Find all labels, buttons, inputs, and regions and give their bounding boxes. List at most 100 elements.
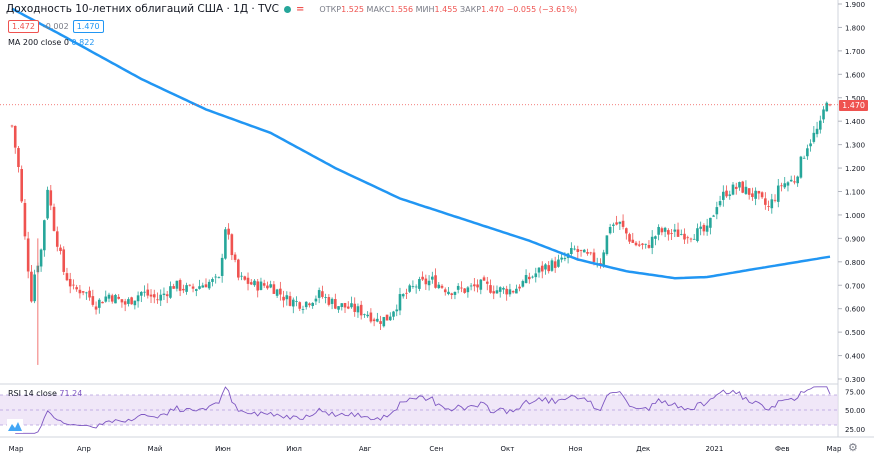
candle-body xyxy=(191,286,195,289)
candle-body xyxy=(405,292,408,294)
candle-body xyxy=(308,303,311,306)
candle-body xyxy=(237,259,240,278)
candle-body xyxy=(528,276,531,280)
candle-body xyxy=(505,288,508,295)
candle-body xyxy=(783,183,787,188)
candle-body xyxy=(728,194,732,196)
tradingview-logo-icon[interactable] xyxy=(7,419,23,433)
candle-body xyxy=(340,303,344,307)
candle-body xyxy=(262,283,266,286)
candle-body xyxy=(10,125,14,127)
candle-body xyxy=(401,294,405,297)
candle-body xyxy=(819,120,822,130)
y-tick-label: 1.900 xyxy=(845,1,865,9)
candle-body xyxy=(582,249,586,253)
candle-body xyxy=(786,182,790,186)
candle-body xyxy=(515,288,518,294)
compare-icon[interactable]: = xyxy=(296,3,305,15)
candle-body xyxy=(469,285,473,287)
settings-gear-icon[interactable]: ⚙ xyxy=(848,441,858,454)
candle-body xyxy=(282,296,285,301)
candle-body xyxy=(17,148,20,168)
candle-body xyxy=(576,249,580,252)
candle-body xyxy=(431,276,434,280)
candle-body xyxy=(85,292,88,294)
y-tick-label: 0.600 xyxy=(845,306,865,314)
candle-body xyxy=(317,290,321,298)
candle-body xyxy=(799,156,803,178)
candle-body xyxy=(204,284,208,288)
symbol-title[interactable]: Доходность 10-летних облигаций США · 1Д … xyxy=(6,3,280,15)
candle-body xyxy=(456,285,460,290)
candle-body xyxy=(741,181,745,193)
candle-body xyxy=(295,301,298,302)
candle-body xyxy=(136,295,140,302)
candle-body xyxy=(647,245,651,248)
candle-body xyxy=(227,228,230,235)
candle-body xyxy=(356,306,360,313)
candle-body xyxy=(686,237,690,239)
rsi-legend-value: 71.24 xyxy=(59,389,83,398)
candle-body xyxy=(172,286,175,289)
candle-body xyxy=(540,265,544,272)
low-label: МИН xyxy=(415,4,435,14)
candle-body xyxy=(789,179,793,182)
candle-body xyxy=(553,261,557,268)
candle-body xyxy=(279,288,282,295)
ohlc-readout: ОТКР1.525 МАКС1.556 МИН1.455 ЗАКР1.470 −… xyxy=(319,5,577,14)
candle-body xyxy=(825,102,829,112)
candle-body xyxy=(55,231,59,247)
candle-body xyxy=(233,254,237,260)
candle-body xyxy=(101,301,104,304)
rsi-tick-label: 75.00 xyxy=(845,388,865,396)
buy-button[interactable]: 1.470 xyxy=(72,20,104,33)
candle-body xyxy=(214,276,217,278)
candle-body xyxy=(550,260,554,271)
candle-body xyxy=(49,190,53,206)
candle-body xyxy=(159,294,163,301)
rsi-legend[interactable]: RSI 14 close 71.24 xyxy=(8,389,82,398)
candle-body xyxy=(388,316,392,321)
y-tick-label: 1.700 xyxy=(845,48,865,56)
market-status-icon xyxy=(284,5,292,13)
candle-body xyxy=(631,239,635,243)
rsi-line xyxy=(15,386,831,434)
candle-body xyxy=(754,190,757,199)
candle-body xyxy=(346,306,350,309)
candle-body xyxy=(692,238,696,240)
candle-body xyxy=(246,277,250,284)
candle-body xyxy=(26,238,30,272)
open-label: ОТКР xyxy=(319,4,342,14)
candle-body xyxy=(757,190,761,194)
candle-body xyxy=(350,303,353,308)
candle-body xyxy=(149,294,153,297)
candle-body xyxy=(418,279,421,289)
y-tick-label: 1.300 xyxy=(845,142,865,150)
ma-legend-value: 0.822 xyxy=(71,38,95,47)
ma-legend[interactable]: MA 200 close 0 0.822 xyxy=(8,38,94,47)
candle-body xyxy=(731,184,735,195)
candle-body xyxy=(683,233,686,240)
candle-body xyxy=(773,199,777,201)
candle-body xyxy=(33,274,36,302)
candle-body xyxy=(156,299,159,301)
candle-body xyxy=(822,109,825,120)
sell-button[interactable]: 1.472 xyxy=(8,20,39,33)
candle-body xyxy=(485,281,489,284)
candle-body xyxy=(592,252,596,262)
candle-body xyxy=(443,289,447,293)
candle-body xyxy=(337,306,340,310)
close-label: ЗАКР xyxy=(460,4,482,14)
candle-body xyxy=(97,299,101,308)
candle-body xyxy=(140,291,143,296)
candle-body xyxy=(537,267,541,273)
candle-body xyxy=(579,249,583,251)
y-tick-label: 0.900 xyxy=(845,235,865,243)
candle-body xyxy=(133,300,137,306)
candle-body xyxy=(72,284,75,286)
candle-body xyxy=(162,293,166,295)
x-tick-label: Июн xyxy=(215,445,231,453)
x-tick-label: Май xyxy=(148,445,163,453)
candle-body xyxy=(39,249,43,267)
